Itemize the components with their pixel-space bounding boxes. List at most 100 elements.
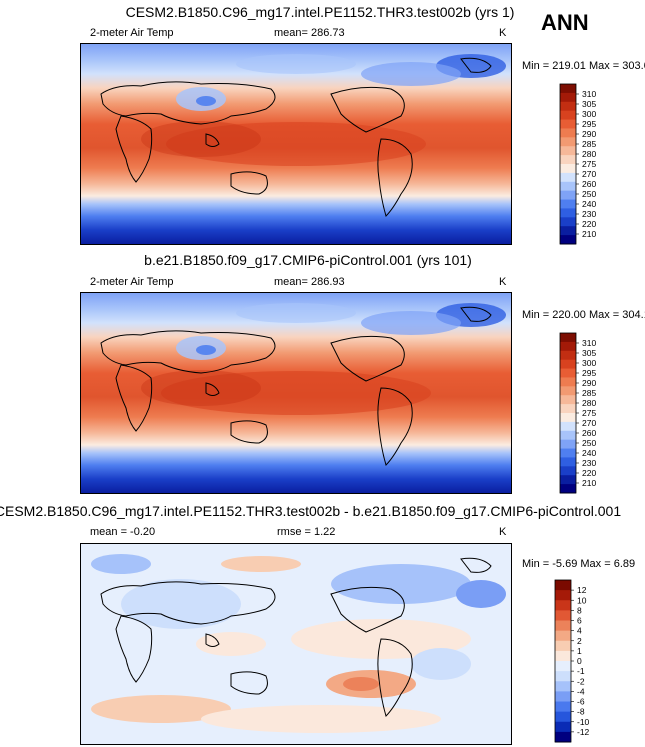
panel-1-colorbar-swatch (560, 155, 576, 165)
panel-2-colorbar-tick-label: 230 (582, 458, 596, 468)
panel-1-colorbar-tick-label: 290 (582, 129, 596, 139)
panel-1-variable-label: 2-meter Air Temp (90, 27, 174, 39)
panel-2-colorbar-tick-label: 275 (582, 408, 596, 418)
panel-3-colorbar-swatch (555, 600, 571, 611)
panel-2-colorbar: 310 305 300 295 290 285 280 275 270 260 250 240 230 2… (559, 332, 632, 494)
panel-1-colorbar-tick-label: 310 (582, 89, 596, 99)
panel-2-colorbar-tick-label: 280 (582, 398, 596, 408)
panel-2-colorbar-swatch (560, 341, 576, 352)
panel-3-colorbar-swatch (555, 691, 571, 703)
panel-1-colorbar-swatch (560, 235, 576, 245)
panel-2-colorbar-tick-label: 305 (582, 348, 596, 358)
panel-2-variable-label: 2-meter Air Temp (90, 276, 174, 288)
panel-2-colorbar-tick-label: 310 (582, 338, 596, 348)
panel-2-colorbar-svg: 3103053002952902852802752702602502402302… (559, 332, 596, 494)
panel-2-colorbar-tick-label: 220 (582, 468, 596, 478)
panel-2-colorbar-swatch (560, 395, 576, 405)
panel-1-colorbar-swatch (560, 217, 576, 227)
panel-3-title: CESM2.B1850.C96_mg17.intel.PE1152.THR3.t… (0, 503, 622, 519)
panel-2-colorbar-swatch (560, 421, 576, 432)
panel-2-colorbar-swatch (560, 448, 576, 458)
panel-3-colorbar-tick-label: -1 (577, 666, 585, 676)
panel-2-colorbar-swatch (560, 457, 576, 467)
panel-2-colorbar-tick-label: 285 (582, 388, 596, 398)
panel-3-colorbar-tick-label: 8 (577, 605, 582, 615)
panel-2-colorbar-swatch (560, 484, 576, 494)
panel-2-colorbar-swatch (560, 439, 576, 450)
panel-2-colorbar-swatch (560, 377, 576, 387)
panel-3-map-svg (81, 544, 511, 744)
panel-3-colorbar-swatch (555, 661, 571, 672)
panel-3-colorbar-swatch (555, 610, 571, 622)
panel-1-units-label: K (499, 27, 507, 39)
panel-2-colorbar-tick-label: 240 (582, 448, 596, 458)
panel-3-colorbar-swatch (555, 630, 571, 642)
panel-1-title: CESM2.B1850.C96_mg17.intel.PE1152.THR3.t… (125, 4, 515, 20)
panel-3-colorbar-swatch (555, 640, 571, 652)
panel-1-colorbar-swatch (560, 181, 576, 192)
panel-1-colorbar-tick-label: 300 (582, 109, 596, 119)
panel-2-colorbar-swatch (560, 430, 576, 441)
panel-1-colorbar-tick-label: 295 (582, 119, 596, 129)
panel-3-colorbar-swatch (555, 620, 571, 632)
panel-1-colorbar-swatch (560, 137, 576, 147)
panel-2-colorbar-swatch (560, 404, 576, 414)
panel-3-mean-label: mean = -0.20 (90, 526, 156, 538)
panel-2-colorbar-tick-label: 300 (582, 358, 596, 368)
panel-1-colorbar-tick-label: 270 (582, 169, 596, 179)
season-label: ANN (541, 10, 589, 35)
panel-1-colorbar-swatch (560, 128, 576, 138)
panel-1-colorbar-svg: 3103053002952902852802752702602502402302… (559, 83, 596, 245)
panel-3-colorbar-tick-label: -2 (577, 676, 585, 686)
panel-1-colorbar-tick-label: 260 (582, 179, 596, 189)
panel-3-map (80, 543, 512, 745)
panel-2-map (80, 292, 512, 494)
panel-2-colorbar-swatch (560, 475, 576, 485)
panel-3-minmax-label: Min = -5.69 Max = 6.89 (522, 558, 636, 570)
panel-2-colorbar-tick-label: 210 (582, 478, 596, 488)
panel-2-colorbar-tick-label: 270 (582, 418, 596, 428)
panel-3-colorbar-swatch (555, 711, 571, 723)
panel-2-colorbar-tick-label: 250 (582, 438, 596, 448)
panel-1-colorbar-swatch (560, 164, 576, 174)
panel-2-colorbar-swatch (560, 466, 576, 476)
panel-3-colorbar-swatch (555, 681, 571, 692)
panel-3-colorbar-tick-label: -12 (577, 727, 590, 737)
panel-1-colorbar-tick-label: 305 (582, 99, 596, 109)
panel-2-units-label: K (499, 276, 507, 288)
panel-2-colorbar-swatch (560, 359, 576, 370)
panel-3-colorbar-tick-label: 12 (577, 585, 587, 595)
panel-3-colorbar-swatch (555, 650, 571, 662)
panel-1-colorbar-swatch (560, 101, 576, 112)
panel-2-mean-label: mean= 286.93 (274, 276, 345, 288)
panel-3-colorbar-tick-label: -8 (577, 707, 585, 717)
panel-1-colorbar-swatch (560, 190, 576, 201)
panel-1-colorbar-swatch (560, 92, 576, 103)
panel-1-colorbar-swatch (560, 172, 576, 183)
panel-1-colorbar-swatch (560, 226, 576, 236)
panel-1-colorbar-tick-label: 275 (582, 159, 596, 169)
panel-3-colorbar-tick-label: 1 (577, 646, 582, 656)
panel-2-colorbar-swatch (560, 333, 576, 343)
panel-3-colorbar-tick-label: 10 (577, 595, 587, 605)
panel-2-map-svg (81, 293, 511, 493)
panel-1-mean-label: mean= 286.73 (274, 27, 345, 39)
panel-1-colorbar-swatch (560, 199, 576, 209)
panel-3-colorbar-tick-label: -4 (577, 686, 585, 696)
panel-1-colorbar-swatch (560, 119, 576, 129)
panel-1-colorbar-swatch (560, 208, 576, 218)
panel-3-colorbar-swatch (555, 580, 571, 591)
panel-2-colorbar-tick-label: 295 (582, 368, 596, 378)
panel-2-colorbar-swatch (560, 386, 576, 396)
panel-3-colorbar-tick-label: 4 (577, 626, 582, 636)
panel-3-colorbar-tick-label: -10 (577, 717, 590, 727)
panel-3-colorbar-swatch (555, 731, 571, 743)
panel-2-colorbar-swatch (560, 368, 576, 378)
panel-1-minmax-label: Min = 219.01 Max = 303.01 (522, 60, 645, 72)
panel-1-colorbar-tick-label: 230 (582, 209, 596, 219)
panel-3-rmse-label: rmse = 1.22 (277, 526, 336, 538)
panel-3-units-label: K (499, 526, 507, 538)
panel-1-colorbar-tick-label: 250 (582, 189, 596, 199)
panel-3-colorbar: 12 10 8 6 4 2 1 0 -1 -2 -4 -6 -8 -10 -12 (554, 579, 627, 743)
